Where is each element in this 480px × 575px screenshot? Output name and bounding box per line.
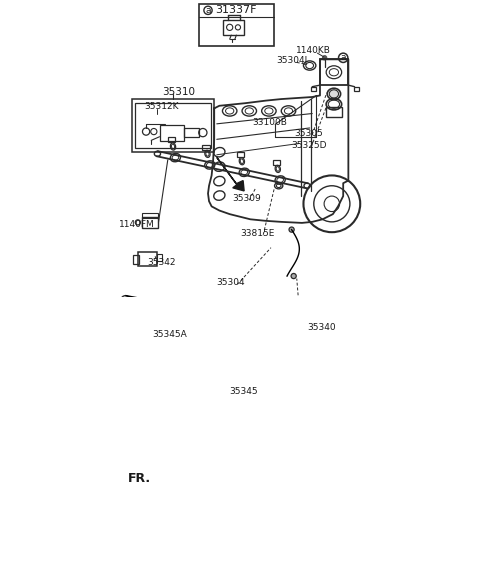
Bar	[199, 4, 274, 47]
Text: 35342: 35342	[147, 258, 176, 267]
Text: a: a	[340, 53, 346, 62]
Text: 33815E: 33815E	[240, 229, 275, 237]
Bar	[143, 371, 158, 383]
Text: 35345: 35345	[230, 386, 258, 396]
Text: 1140FM: 1140FM	[119, 220, 155, 229]
Bar	[159, 125, 184, 141]
Text: 33100B: 33100B	[252, 118, 287, 127]
Circle shape	[289, 227, 294, 232]
Bar	[320, 59, 348, 85]
Text: 35312K: 35312K	[144, 102, 179, 112]
Bar	[142, 217, 158, 228]
Bar	[133, 255, 139, 264]
Bar	[157, 254, 162, 261]
Text: 35304J: 35304J	[276, 56, 307, 66]
Polygon shape	[217, 158, 244, 191]
Bar	[184, 128, 199, 137]
Circle shape	[323, 56, 327, 60]
Text: 35309: 35309	[232, 194, 261, 203]
Bar	[143, 369, 155, 373]
Bar	[132, 99, 214, 152]
Text: 35340: 35340	[307, 323, 336, 332]
Bar	[237, 152, 244, 157]
Bar	[135, 103, 211, 148]
Text: 35345A: 35345A	[152, 330, 187, 339]
Bar	[142, 213, 158, 218]
Text: 1140KB: 1140KB	[296, 46, 331, 55]
FancyArrow shape	[152, 476, 172, 482]
Bar	[326, 108, 342, 117]
Bar	[273, 160, 280, 165]
Bar	[168, 137, 175, 143]
Bar	[353, 87, 359, 91]
Bar	[224, 20, 244, 35]
Ellipse shape	[329, 90, 338, 98]
Text: a: a	[205, 6, 211, 15]
Bar	[203, 145, 210, 150]
Text: 35305: 35305	[294, 129, 323, 137]
Text: FR.: FR.	[128, 472, 151, 485]
Text: 35325D: 35325D	[291, 141, 327, 150]
Text: 35310: 35310	[163, 87, 196, 97]
Bar	[138, 252, 157, 266]
Circle shape	[291, 274, 296, 279]
Bar	[311, 87, 316, 91]
Text: 35304: 35304	[217, 278, 245, 288]
Text: 31337F: 31337F	[215, 5, 257, 16]
